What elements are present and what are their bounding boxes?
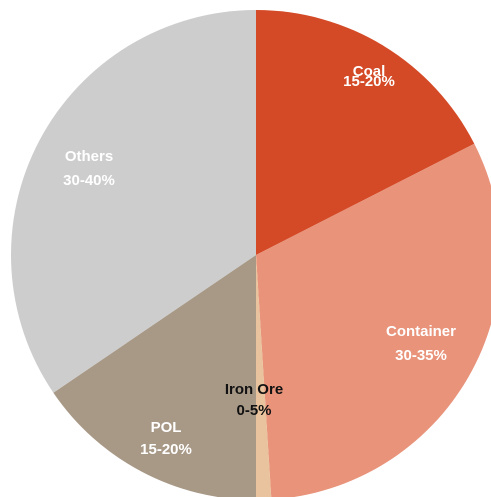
slice-value-label: 30-35% xyxy=(395,347,447,364)
slice-label: Container xyxy=(386,323,456,340)
slice-label: POL xyxy=(151,419,182,436)
slice-value-label: 15-20% xyxy=(140,441,192,458)
pie-slice xyxy=(256,10,475,255)
slice-label: Others xyxy=(65,148,113,165)
pie-slice xyxy=(256,143,491,497)
slice-label: Iron Ore xyxy=(225,381,283,398)
pie-slice xyxy=(53,255,256,497)
slice-value-label: 30-40% xyxy=(63,172,115,189)
pie-slice xyxy=(11,10,257,393)
slice-label: Coal xyxy=(353,63,386,80)
slice-value-label: 15-20% xyxy=(343,73,395,90)
slice-value-label: 0-5% xyxy=(236,402,271,419)
pie-slice xyxy=(256,255,272,497)
